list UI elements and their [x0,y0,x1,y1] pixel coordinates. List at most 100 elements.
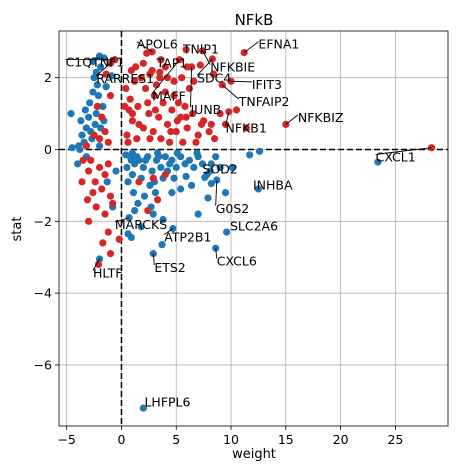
data-point-positive [181,102,189,111]
data-point-positive [95,135,104,143]
data-point-negative [204,194,212,202]
data-point-negative [221,188,230,197]
annotation-leader-line [215,180,218,206]
annotation-label: SDC4 [197,70,231,85]
data-point-negative [131,206,139,215]
annotation-leader-line [163,228,174,235]
data-point-negative [95,142,104,150]
plot-frame [58,30,449,427]
annotation-label: TNFAIP2 [238,94,290,109]
annotation-leader-line [152,253,155,266]
data-point-positive [126,95,134,103]
data-point-positive [156,68,164,76]
data-point-positive [145,109,153,118]
data-point-negative [84,113,93,121]
data-point-negative [198,160,207,168]
data-point-positive [161,88,169,96]
annotation-label: EFNA1 [258,37,299,52]
data-point-positive [102,70,110,78]
x-tick-label: 15 [278,432,294,447]
data-point-positive [115,235,123,243]
y-axis-ticks: −6 −4 −2 0 2 [34,70,59,372]
data-point-negative [246,151,254,159]
data-point-positive [79,156,87,164]
y-tick-label: −2 [34,214,52,229]
data-point-positive [84,167,93,175]
data-point-positive [173,117,181,125]
data-point-positive [232,106,241,114]
annotation-leader-line [285,114,299,125]
data-point-positive [121,102,129,111]
data-point-negative [154,149,162,157]
data-point-positive [182,46,190,54]
y-tick-label: 0 [44,142,52,157]
data-point-negative [374,158,382,166]
data-point-negative [159,215,167,224]
data-point-negative [201,173,209,182]
data-point-positive [92,203,100,211]
data-point-negative [91,120,99,128]
annotation-label: HLTF [93,265,122,280]
data-point-positive [242,124,250,132]
data-point-negative [74,160,82,168]
data-point-negative [107,72,116,80]
data-point-positive [98,185,106,193]
data-point-negative [161,153,169,161]
y-tick-label: −6 [34,357,52,372]
data-point-negative [76,145,84,154]
data-point-positive [104,138,112,146]
data-point-positive [194,131,202,139]
x-axis-label: weight [232,447,276,462]
annotation-leader-line [136,41,153,53]
data-point-positive [128,117,137,125]
data-point-positive [106,192,115,200]
data-point-negative [185,156,193,164]
data-point-positive [106,250,115,258]
data-point-positive [196,61,204,69]
data-point-positive [151,106,160,114]
y-axis-label: stat [10,217,25,242]
x-tick-label: 0 [117,432,125,447]
annotation-leader-line [231,80,252,83]
data-point-negative [140,192,149,200]
data-point-positive [163,74,172,82]
data-point-negative [81,106,89,114]
data-point-negative [254,185,263,193]
annotation-label: MAFF [152,88,186,103]
annotation-label: IFIT3 [252,77,282,92]
data-point-positive [135,120,143,128]
data-point-negative [148,167,156,175]
annotation-label: LHFPL6 [144,395,190,410]
data-point-negative [94,92,103,100]
data-point-positive [172,127,180,136]
data-point-positive [183,124,191,132]
data-point-positive [192,138,200,146]
data-point-positive [170,77,178,85]
data-point-positive [190,77,198,85]
data-point-negative [123,163,131,172]
data-point-positive [131,77,139,85]
annotation-leader-line [221,84,240,100]
data-point-positive [185,84,193,93]
data-point-positive [189,109,197,118]
data-point-positive [168,106,176,114]
x-axis-ticks: −5 0 5 10 15 20 25 [57,426,403,447]
data-point-positive [146,135,154,143]
data-point-positive [133,135,141,143]
data-point-positive [94,260,103,269]
data-point-negative [92,109,100,118]
data-point-negative [170,174,178,182]
data-point-positive [104,160,112,168]
data-point-positive [148,48,156,56]
annotation-label: G0S2 [216,201,250,216]
data-point-negative [187,181,196,190]
data-point-positive [156,74,164,82]
data-point-positive [101,127,109,136]
data-point-negative [137,223,145,231]
data-point-negative [93,81,101,89]
data-point-positive [104,228,112,236]
data-point-negative [78,131,86,139]
data-point-negative [128,149,137,157]
data-point-negative [177,185,185,193]
